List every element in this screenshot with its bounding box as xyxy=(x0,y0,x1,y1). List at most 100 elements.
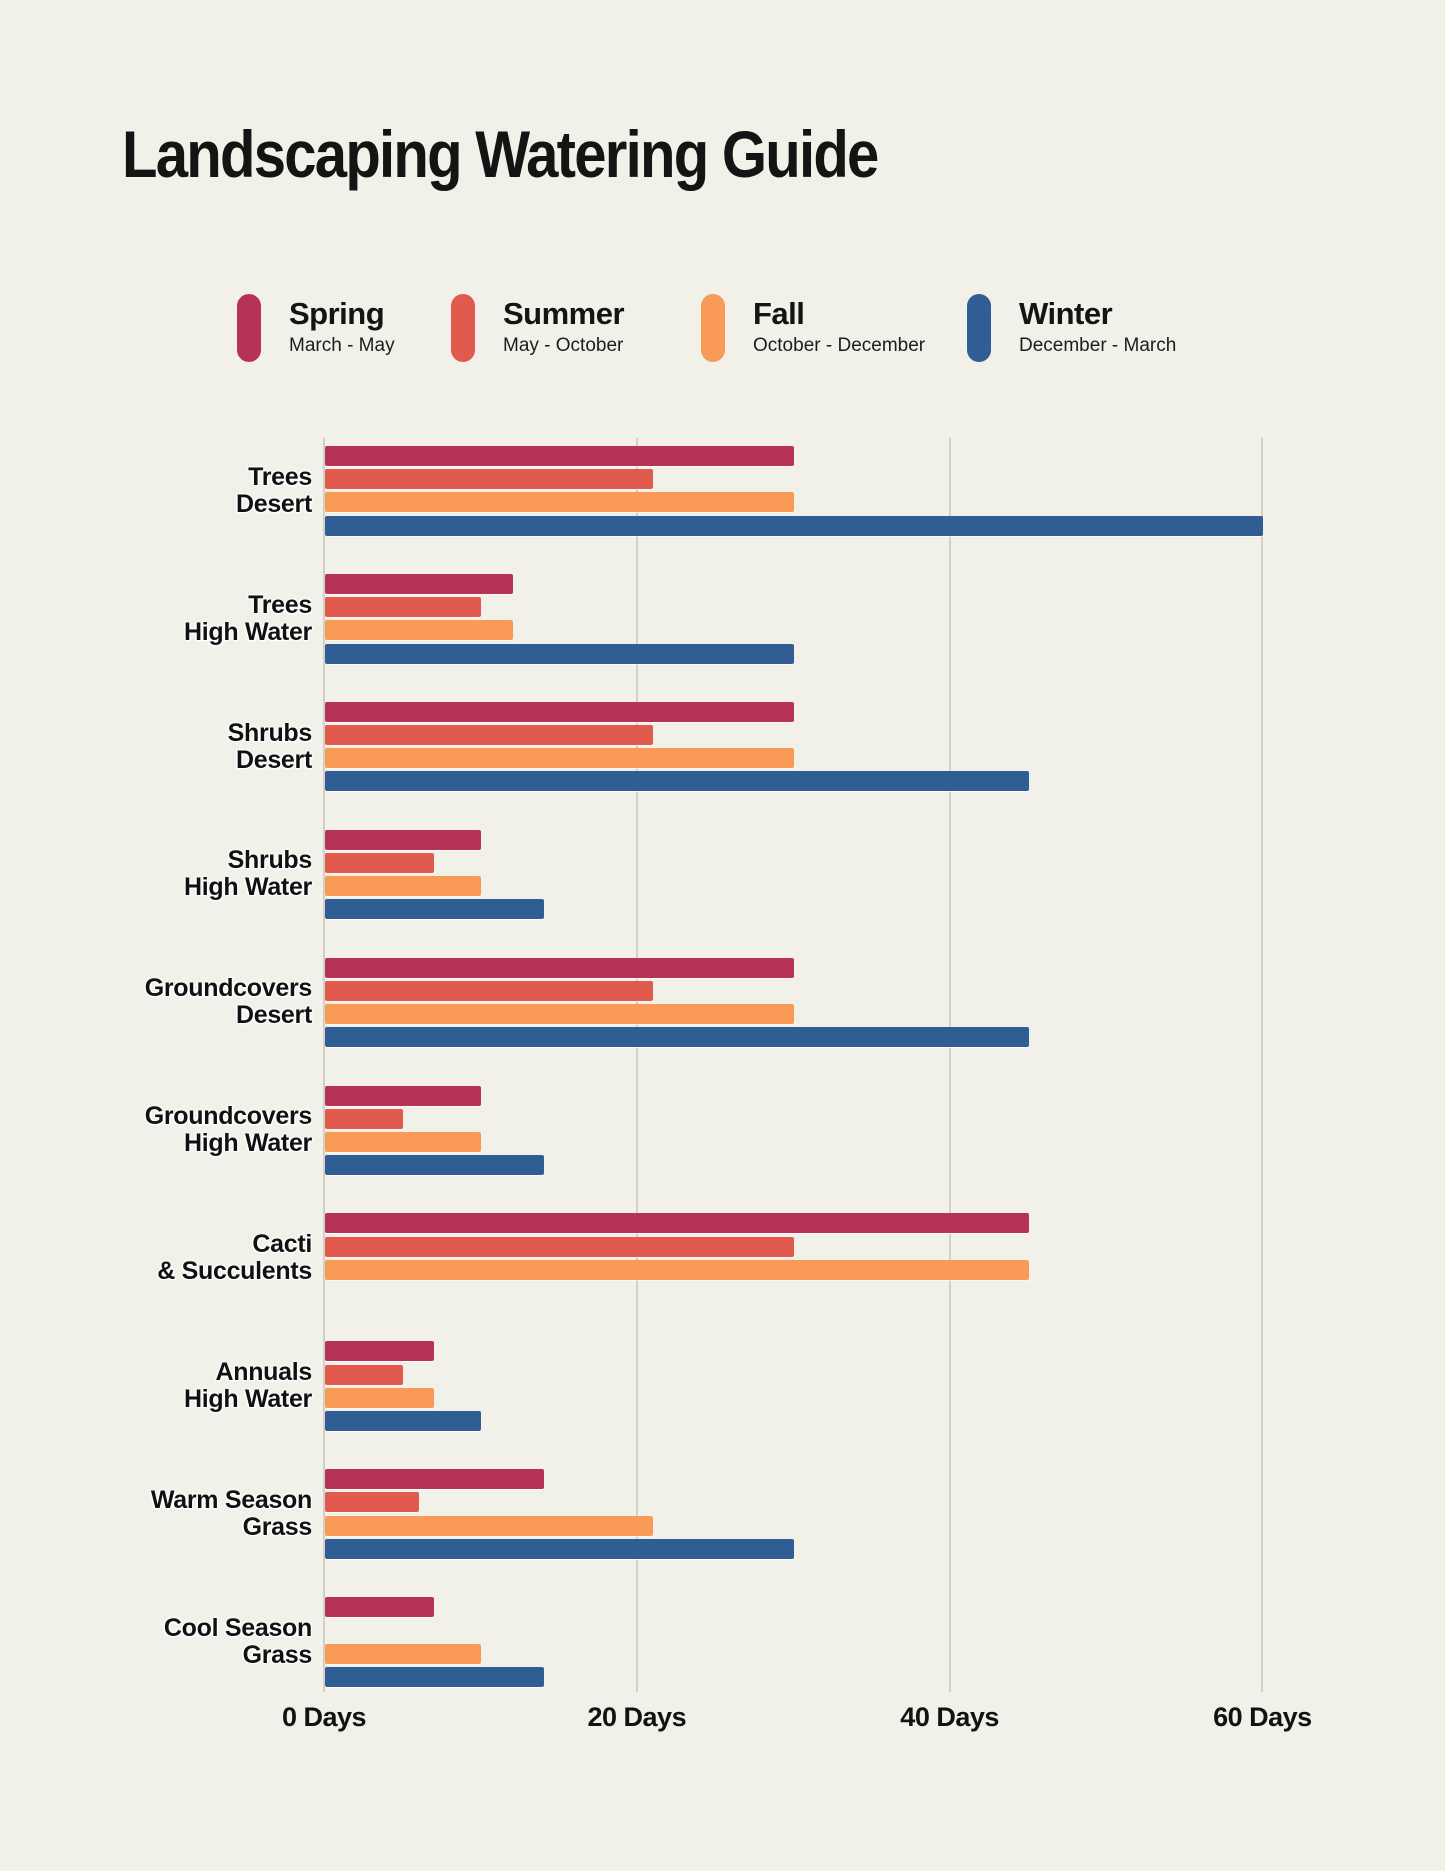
bar-spring xyxy=(325,701,795,722)
x-axis-tick-label: 40 Days xyxy=(900,1702,999,1732)
bar-fall xyxy=(325,1387,435,1408)
x-axis-tick-label: 20 Days xyxy=(587,1702,687,1732)
bar-winter xyxy=(325,515,1264,536)
bar-fall xyxy=(325,1004,795,1024)
bar-summer xyxy=(325,1236,795,1257)
bar-fall xyxy=(325,1131,482,1152)
bar-winter xyxy=(325,771,1029,792)
bar-spring xyxy=(325,957,795,978)
category-label-trees-high-water: Trees High Water xyxy=(20,574,312,664)
category-label-groundcovers-high-water: Groundcovers High Water xyxy=(20,1086,313,1176)
legend-season-range: October - December xyxy=(753,334,926,356)
bar-fall xyxy=(325,492,795,513)
gridline-60-days xyxy=(1261,438,1264,1692)
bar-summer xyxy=(325,852,435,873)
legend-item-winter: Winter December - March xyxy=(967,294,1176,362)
legend-item-spring: Spring March - May xyxy=(237,294,395,362)
legend-season-name: Summer xyxy=(503,296,625,331)
x-axis-tick-label: 0 Days xyxy=(281,1702,367,1732)
bar-summer xyxy=(325,1364,404,1385)
bar-winter xyxy=(325,1410,482,1431)
category-label-line: Shrubs xyxy=(227,846,313,875)
bar-spring xyxy=(325,1085,482,1106)
legend-text: Fall October - December xyxy=(753,294,925,357)
category-label-line: Trees xyxy=(248,462,312,491)
legend-season-name: Fall xyxy=(753,296,805,331)
legend-item-summer: Summer May - October xyxy=(451,294,625,362)
legend-swatch-summer xyxy=(451,294,475,362)
category-label-groundcovers-desert: Groundcovers Desert xyxy=(20,958,313,1048)
legend-item-fall: Fall October - December xyxy=(701,294,925,362)
category-label-shrubs-high-water: Shrubs High Water xyxy=(20,830,312,920)
legend-season-range: December - March xyxy=(1019,334,1177,356)
category-label-trees-desert: Trees Desert xyxy=(20,446,312,536)
legend-season-range: May - October xyxy=(503,334,624,356)
category-label-line: Cool Season xyxy=(163,1613,312,1642)
page-title: Landscaping Watering Guide xyxy=(122,117,879,191)
bar-summer xyxy=(325,1108,404,1129)
bar-spring xyxy=(325,446,795,466)
bar-summer xyxy=(325,597,482,618)
category-label-line: Desert xyxy=(235,745,312,774)
legend-text: Winter December - March xyxy=(1019,294,1176,357)
x-axis-tick-label: 60 Days xyxy=(1213,1702,1312,1732)
category-label-line: & Succulents xyxy=(157,1257,312,1286)
bar-fall xyxy=(325,1259,1029,1280)
bar-winter xyxy=(325,1666,544,1687)
bar-summer xyxy=(325,725,654,745)
gridline-20-days xyxy=(635,438,638,1692)
legend-text: Summer May - October xyxy=(503,294,625,357)
bar-winter xyxy=(325,643,795,664)
bar-summer xyxy=(325,980,654,1001)
gridline-0-days xyxy=(323,438,325,1692)
category-label-line: Groundcovers xyxy=(144,974,313,1003)
bar-spring xyxy=(325,1213,1029,1234)
legend-text: Spring March - May xyxy=(289,294,395,357)
bar-fall xyxy=(325,1515,654,1536)
category-label-line: High Water xyxy=(183,1385,312,1414)
bar-winter xyxy=(325,1027,1029,1048)
category-label-line: Shrubs xyxy=(227,718,313,747)
category-label-warm-season-grass: Warm Season Grass xyxy=(20,1469,312,1559)
legend-swatch-spring xyxy=(237,294,261,362)
category-label-line: Groundcovers xyxy=(144,1102,313,1131)
category-label-line: Cacti xyxy=(252,1230,312,1259)
bar-fall xyxy=(325,620,513,641)
category-label-line: Grass xyxy=(242,1512,313,1541)
legend-season-name: Spring xyxy=(289,296,385,331)
bar-summer xyxy=(325,1492,419,1513)
category-label-line: Trees xyxy=(248,590,312,619)
legend-season-range: March - May xyxy=(289,334,395,356)
category-label-line: Desert xyxy=(235,489,312,518)
category-label-cacti-succulents: Cacti & Succulents xyxy=(20,1213,312,1303)
bar-fall xyxy=(325,876,482,897)
category-label-line: Desert xyxy=(235,1001,312,1030)
category-label-cool-season-grass: Cool Season Grass xyxy=(20,1597,312,1687)
bar-fall xyxy=(325,748,795,769)
category-label-line: Grass xyxy=(242,1640,313,1669)
category-label-line: High Water xyxy=(183,1129,312,1158)
bar-spring xyxy=(325,1597,435,1618)
bar-fall xyxy=(325,1643,482,1664)
bar-spring xyxy=(325,1469,544,1490)
bar-winter xyxy=(325,1538,795,1559)
category-label-annuals-high-water: Annuals High Water xyxy=(20,1341,312,1431)
bar-spring xyxy=(325,573,513,594)
bar-spring xyxy=(325,1341,435,1362)
bar-winter xyxy=(325,1155,544,1176)
category-label-line: High Water xyxy=(183,873,312,902)
legend: Spring March - May Summer May - October Fall… xyxy=(237,294,1337,370)
bar-winter xyxy=(325,899,544,920)
legend-swatch-winter xyxy=(967,294,991,362)
bar-summer xyxy=(325,469,654,490)
legend-swatch-fall xyxy=(701,294,725,362)
category-label-line: High Water xyxy=(183,617,312,646)
bar-spring xyxy=(325,829,482,850)
legend-season-name: Winter xyxy=(1019,296,1113,331)
category-label-line: Warm Season xyxy=(150,1485,312,1514)
category-label-shrubs-desert: Shrubs Desert xyxy=(20,702,313,792)
category-label-line: Annuals xyxy=(215,1358,312,1387)
gridline-40-days xyxy=(948,438,951,1692)
